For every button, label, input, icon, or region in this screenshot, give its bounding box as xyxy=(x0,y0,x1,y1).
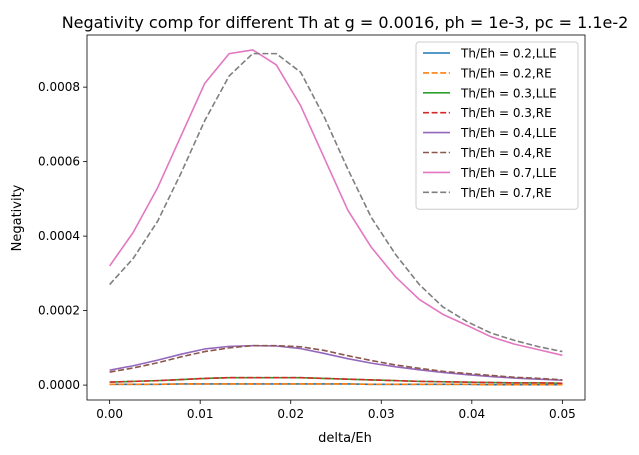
legend-box xyxy=(415,41,579,210)
legend: Th/Eh = 0.2,LLE Th/Eh = 0.2,RE Th/Eh = 0.3… xyxy=(415,41,579,210)
series-line-7 xyxy=(109,52,563,353)
y-axis-ticks: 0.0000 0.0002 0.0004 0.0006 0.0008 xyxy=(38,80,87,392)
plot-frame xyxy=(86,34,586,401)
y-tick-label: 0.0002 xyxy=(38,304,80,318)
y-tick-label: 0.0006 xyxy=(38,155,80,169)
series-line-6 xyxy=(108,49,563,357)
legend-label: Th/Eh = 0.4,RE xyxy=(460,146,552,160)
series-line-5 xyxy=(109,344,563,381)
legend-label: Th/Eh = 0.7,LLE xyxy=(460,166,557,180)
x-tick-label: 0.02 xyxy=(277,407,304,421)
series-layer xyxy=(108,49,563,386)
legend-label: Th/Eh = 0.2,RE xyxy=(460,66,552,80)
legend-label: Th/Eh = 0.4,LLE xyxy=(460,126,557,140)
legend-label: Th/Eh = 0.3,RE xyxy=(460,106,552,120)
x-tick-label: 0.00 xyxy=(96,407,123,421)
x-tick-label: 0.03 xyxy=(368,407,395,421)
legend-label: Th/Eh = 0.3,LLE xyxy=(460,86,557,100)
y-tick-label: 0.0000 xyxy=(38,378,80,392)
y-tick-label: 0.0004 xyxy=(38,229,80,243)
series-line-1 xyxy=(109,383,563,386)
x-axis-ticks: 0.00 0.01 0.02 0.03 0.04 0.05 xyxy=(96,400,576,421)
legend-label: Th/Eh = 0.7,RE xyxy=(460,186,552,200)
legend-label: Th/Eh = 0.2,LLE xyxy=(460,47,557,61)
chart-title: Negativity comp for different Th at g = … xyxy=(62,13,629,32)
y-tick-label: 0.0008 xyxy=(38,80,80,94)
x-tick-label: 0.05 xyxy=(549,407,576,421)
y-axis-label: Negativity xyxy=(10,184,25,251)
series-line-3 xyxy=(109,376,563,385)
x-axis-label: delta/Eh xyxy=(318,431,372,446)
series-line-4 xyxy=(109,344,563,382)
x-tick-label: 0.04 xyxy=(458,407,485,421)
x-tick-label: 0.01 xyxy=(187,407,214,421)
